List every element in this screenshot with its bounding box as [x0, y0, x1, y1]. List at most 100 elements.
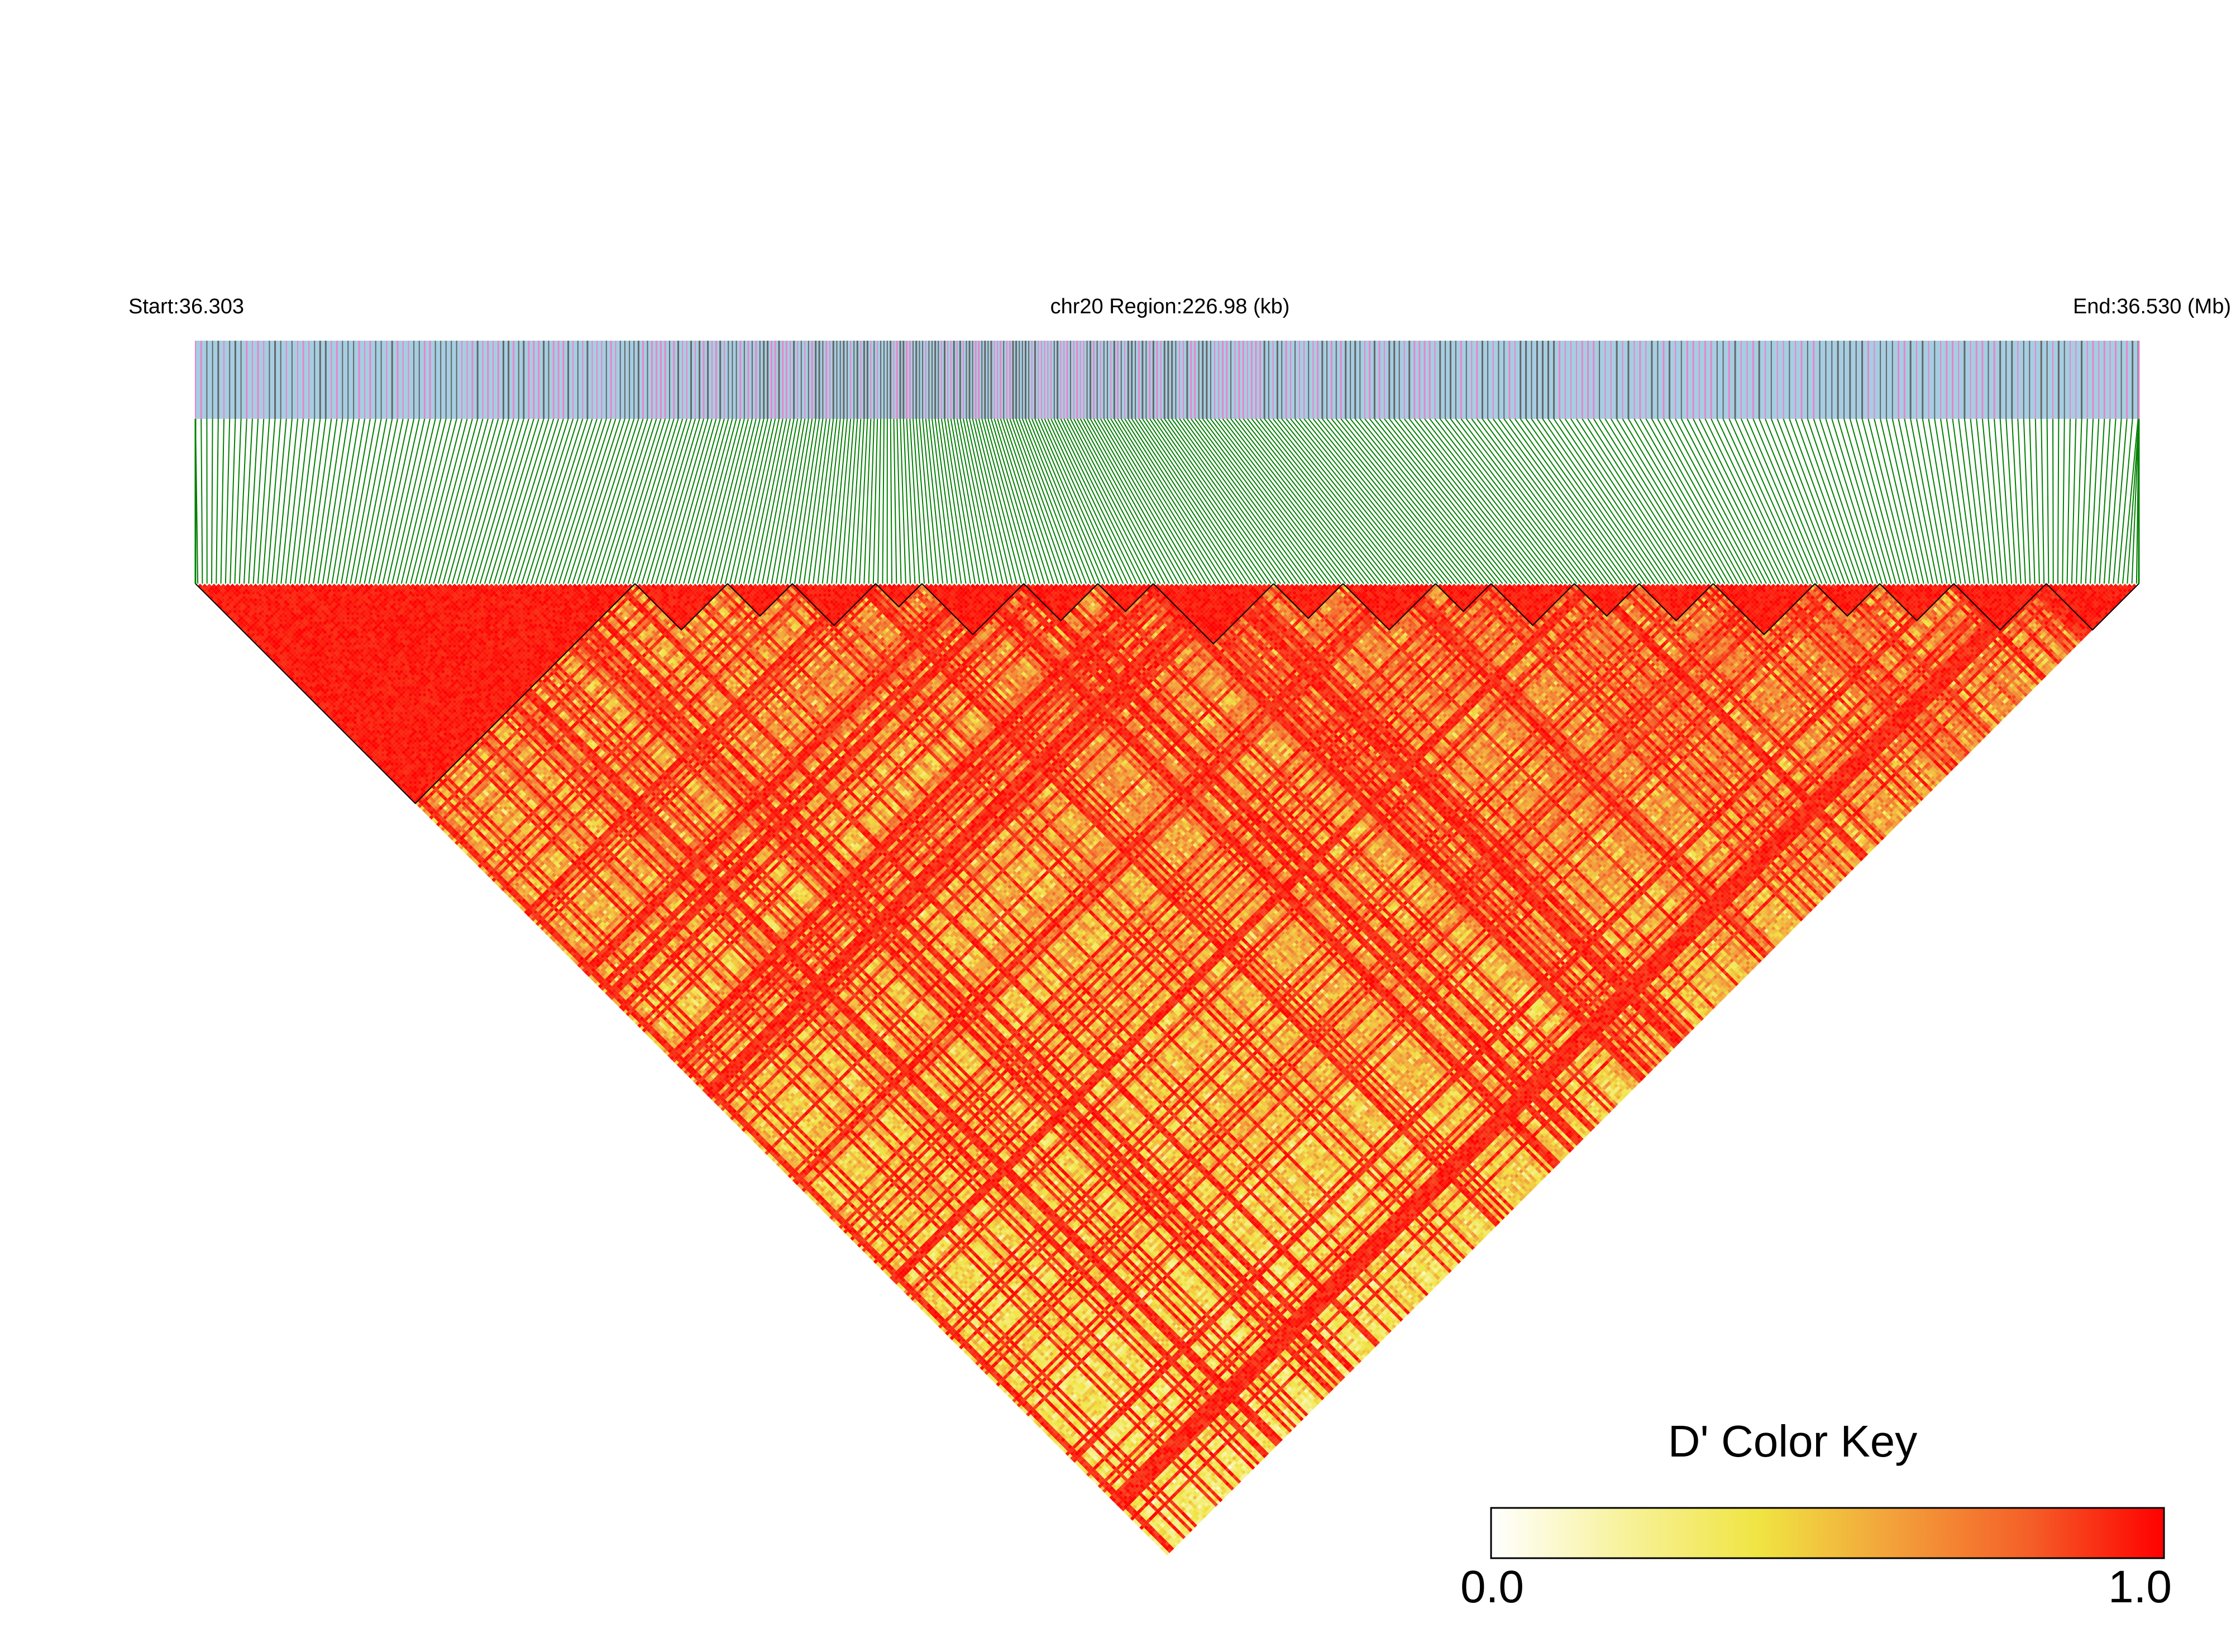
snp-connector: [923, 419, 938, 584]
snp-connector: [1071, 419, 1155, 584]
snp-connector: [698, 419, 741, 584]
snp-connector: [1104, 419, 1202, 584]
snp-connector: [230, 419, 235, 584]
snp-connector: [1965, 419, 1984, 584]
snp-connector: [2076, 419, 2081, 584]
snp-connector: [823, 419, 840, 584]
snp-connector: [318, 419, 343, 584]
snp-connector: [1042, 419, 1114, 584]
snp-connector: [1802, 419, 1859, 584]
snp-connector: [1016, 419, 1077, 584]
snp-connector: [1741, 419, 1813, 584]
snp-connector: [891, 419, 892, 584]
snp-connector: [1466, 419, 1590, 584]
snp-track-background: [195, 341, 2139, 419]
snp-connector: [897, 419, 901, 584]
snp-connector: [1605, 419, 1706, 584]
snp-connector: [452, 419, 498, 584]
snp-connector: [2029, 419, 2034, 584]
snp-connector: [2104, 419, 2116, 584]
snp-connector: [1420, 419, 1549, 584]
snp-connector: [894, 419, 896, 584]
snp-connector: [772, 419, 801, 584]
snp-connector: [2006, 419, 2016, 584]
snp-connector: [309, 419, 331, 584]
snp-connector: [1640, 419, 1734, 584]
snp-connector: [2036, 419, 2039, 584]
snp-connector: [878, 419, 881, 584]
snp-connector: [702, 419, 744, 584]
snp-connector: [1067, 419, 1151, 584]
snp-connector: [221, 419, 224, 584]
snp-connector: [2000, 419, 2012, 584]
snp-connector: [383, 419, 419, 584]
snp-connector: [2062, 419, 2064, 584]
snp-connector: [1675, 419, 1762, 584]
snp-connector: [827, 419, 844, 584]
snp-connector: [216, 419, 218, 584]
snp-connector: [963, 419, 999, 584]
snp-connector: [1101, 419, 1197, 584]
snp-connector: [767, 419, 797, 584]
snp-connector: [1425, 419, 1554, 584]
snp-connector: [688, 419, 732, 584]
snp-connector: [471, 419, 519, 584]
snp-connector: [1820, 419, 1873, 584]
snp-connector-lines: [195, 419, 2139, 584]
snp-connector: [378, 419, 414, 584]
snp-connector: [2067, 419, 2070, 584]
snp-connector: [1711, 419, 1789, 584]
snp-connector: [1542, 419, 1655, 584]
snp-connector: [517, 419, 569, 584]
snp-connector: [374, 419, 408, 584]
snp-connector: [475, 419, 524, 584]
snp-connector: [323, 419, 348, 584]
snp-connector: [448, 419, 493, 584]
snp-connector: [360, 419, 392, 584]
snp-connector: [1611, 419, 1711, 584]
snp-connector: [1947, 419, 1970, 584]
snp-connector: [201, 419, 202, 584]
snp-connector: [513, 419, 563, 584]
snp-connector: [954, 419, 984, 584]
snp-connector: [882, 419, 884, 584]
snp-connector: [226, 419, 230, 584]
snp-connector: [1952, 419, 1974, 584]
snp-connector: [480, 419, 529, 584]
snp-connector: [254, 419, 264, 584]
snp-connector: [1705, 419, 1785, 584]
snp-connector: [249, 419, 258, 584]
snp-connector: [286, 419, 304, 584]
snp-connector: [693, 419, 737, 584]
snp-connector: [1646, 419, 1738, 584]
snp-connector: [258, 419, 270, 584]
snp-connector: [304, 419, 326, 584]
snp-connector: [522, 419, 573, 584]
snp-connector: [212, 419, 213, 584]
snp-connector: [976, 419, 1017, 584]
snp-connector: [1880, 419, 1919, 584]
snp-connector: [396, 419, 435, 584]
snp-connector: [2095, 419, 2104, 584]
snp-connector: [1576, 419, 1683, 584]
snp-connector: [873, 419, 877, 584]
snp-connector: [2047, 419, 2049, 584]
snp-connector: [1681, 419, 1766, 584]
snp-connector: [1038, 419, 1109, 584]
snp-connector: [2100, 419, 2110, 584]
snp-connector: [295, 419, 314, 584]
snp-connector: [1771, 419, 1836, 584]
snp-connector: [1893, 419, 1928, 584]
snp-connector: [1886, 419, 1924, 584]
snp-connector: [1504, 419, 1623, 584]
snp-connector: [485, 419, 534, 584]
snp-connector: [290, 419, 309, 584]
snp-connector: [2072, 419, 2076, 584]
snp-connector: [1537, 419, 1650, 584]
snp-connector: [859, 419, 867, 584]
snp-connector: [2041, 419, 2044, 584]
snp-connector: [776, 419, 805, 584]
snp-connector: [508, 419, 558, 584]
